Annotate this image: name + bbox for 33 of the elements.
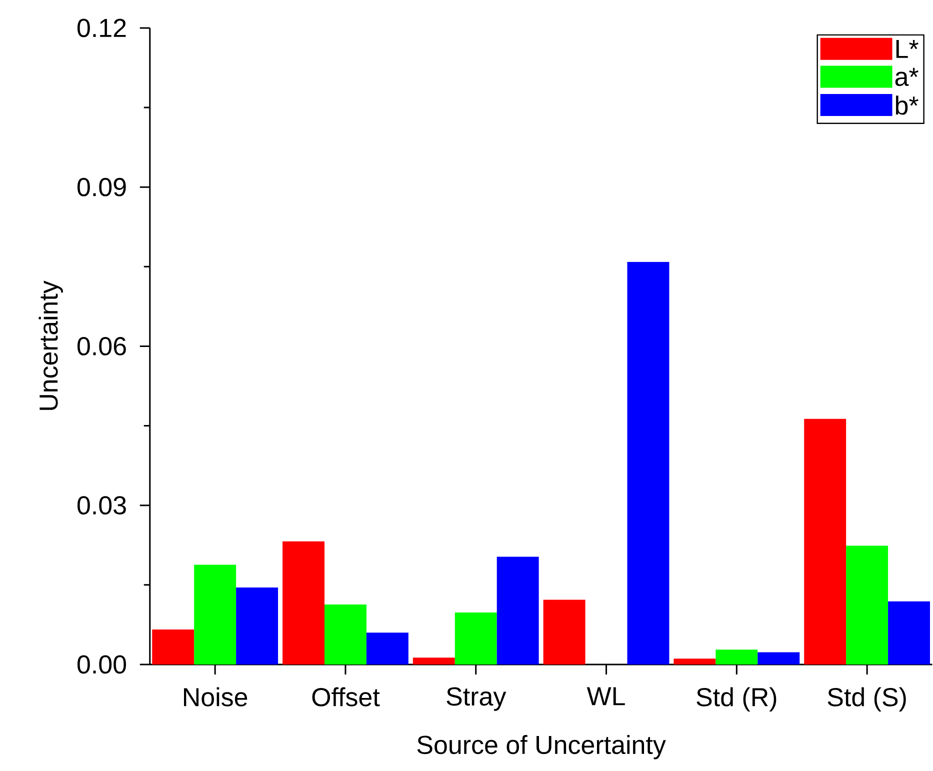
bar [674, 658, 716, 664]
bar [194, 564, 236, 664]
bar [152, 629, 194, 664]
y-tick-label: 0.03 [77, 496, 126, 514]
y-tick-label: 0.09 [77, 178, 126, 196]
legend-label: b* [896, 95, 918, 115]
bar [324, 604, 366, 664]
legend-label: L* [896, 40, 918, 58]
bar [758, 652, 800, 664]
bar [412, 657, 455, 664]
x-tick-label: WL [586, 687, 625, 705]
y-tick-label: 0.12 [77, 18, 126, 37]
bar [543, 600, 586, 664]
bar [282, 541, 324, 664]
x-tick-label: Offset [312, 687, 380, 706]
x-axis-title: Source of Uncertainty [417, 734, 666, 760]
bar [716, 649, 758, 664]
bar [496, 556, 539, 664]
bar [236, 587, 278, 664]
bar [888, 601, 930, 664]
bar [846, 545, 888, 664]
x-tick-label: Noise [184, 687, 248, 706]
x-tick-label: Stray [446, 687, 506, 711]
bar [366, 632, 408, 664]
x-tick-label: Std (R) [696, 687, 776, 712]
bar [454, 612, 497, 664]
bar [804, 418, 846, 664]
legend-label: a* [895, 68, 918, 86]
bar [627, 262, 670, 664]
x-tick-label: Std (S) [828, 687, 906, 712]
y-tick-label: 0.06 [77, 336, 126, 356]
y-tick-label: 0.00 [77, 655, 126, 674]
y-axis-title: Uncertainty [38, 280, 63, 410]
